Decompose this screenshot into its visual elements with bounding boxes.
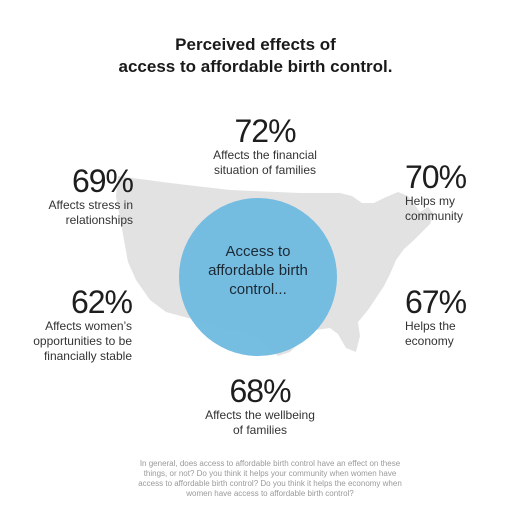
- stat-lower-left-label-1: Affects women’s: [45, 319, 132, 333]
- stat-bottom-value: 68%: [229, 373, 291, 409]
- footnote-line-4: women have access to affordable birth co…: [186, 489, 354, 498]
- stat-bottom: 68% Affects the wellbeing of families: [180, 374, 340, 438]
- stat-lower-left-label-2: opportunities to be: [33, 334, 132, 348]
- stat-lower-right-label-1: Helps the: [405, 319, 456, 333]
- stat-upper-left: 69% Affects stress in relationships: [10, 163, 134, 228]
- center-line-2: affordable birth: [208, 262, 308, 279]
- center-circle: [179, 198, 337, 356]
- footnote-line-2: things, or not? Do you think it helps yo…: [143, 469, 397, 478]
- chart-title: Perceived effects of access to affordabl…: [0, 34, 511, 78]
- title-line-2: access to affordable birth control.: [118, 57, 393, 76]
- stat-upper-left-label-1: Affects stress in: [48, 198, 133, 212]
- footnote-line-1: In general, does access to affordable bi…: [139, 459, 401, 468]
- stat-lower-right-value: 67%: [405, 284, 467, 320]
- stat-bottom-label-1: Affects the wellbeing: [205, 408, 315, 422]
- center-label: Access to affordable birth control...: [179, 242, 337, 299]
- stat-lower-left: 62% Affects women’s opportunities to be …: [10, 284, 133, 364]
- stat-top-label-2: situation of families: [213, 163, 317, 177]
- stat-lower-left-value: 62%: [70, 284, 133, 320]
- stat-top-value: 72%: [234, 113, 296, 149]
- title-line-1: Perceived effects of: [175, 35, 336, 54]
- stat-lower-right-label-2: economy: [405, 334, 454, 348]
- stat-top-label-1: Affects the financial: [213, 148, 317, 162]
- center-line-1: Access to: [225, 243, 291, 260]
- footnote: In general, does access to affordable bi…: [110, 459, 430, 499]
- stat-upper-right-value: 70%: [405, 159, 467, 195]
- stat-upper-right-label-2: community: [405, 209, 464, 223]
- stat-upper-right-label-1: Helps my: [405, 194, 456, 208]
- stat-upper-left-label-2: relationships: [65, 213, 133, 227]
- stat-upper-left-value: 69%: [71, 163, 134, 199]
- stat-upper-right: 70% Helps my community: [405, 160, 505, 224]
- center-line-3: control...: [229, 281, 287, 298]
- stat-lower-left-label-3: financially stable: [43, 349, 132, 363]
- footnote-line-3: access to affordable birth control? Do y…: [138, 479, 402, 488]
- stat-bottom-label-2: of families: [232, 423, 288, 437]
- stat-top: 72% Affects the financial situation of f…: [190, 114, 340, 178]
- stat-lower-right: 67% Helps the economy: [405, 285, 505, 349]
